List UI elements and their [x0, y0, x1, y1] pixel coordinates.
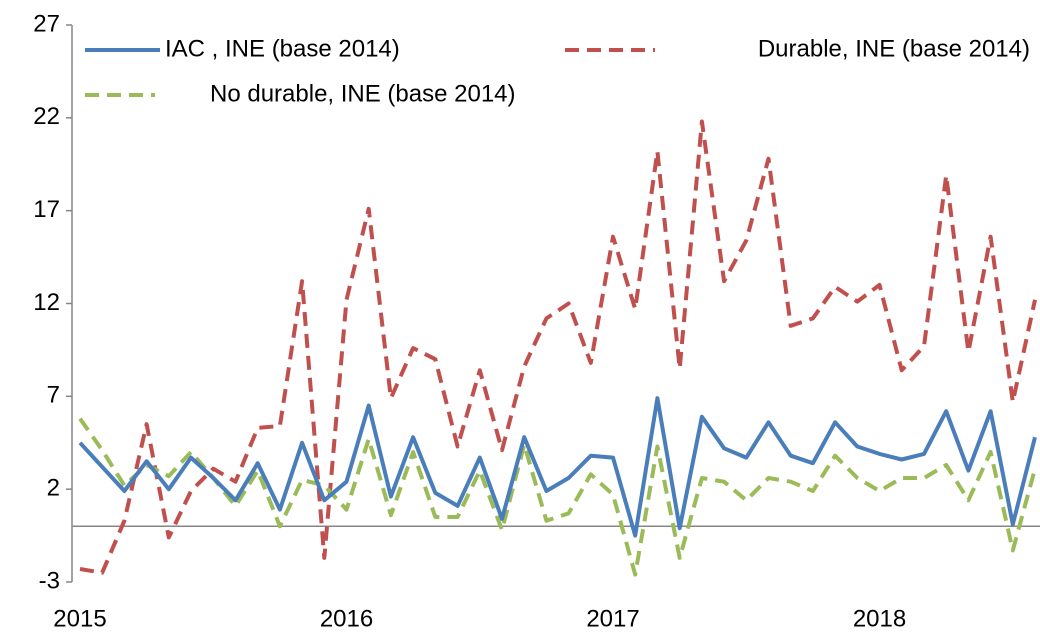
y-tick-label: -3	[39, 567, 60, 594]
legend-label: IAC , INE (base 2014)	[165, 35, 400, 62]
y-tick-label: 12	[33, 289, 60, 316]
y-tick-label: 2	[47, 475, 60, 502]
y-tick-label: 7	[47, 382, 60, 409]
x-tick-label: 2016	[320, 605, 373, 632]
x-tick-label: 2017	[586, 605, 639, 632]
legend-label: Durable, INE (base 2014)	[758, 35, 1030, 62]
series-line	[78, 396, 1037, 538]
series-line	[79, 119, 1037, 575]
y-tick-label: 17	[33, 196, 60, 223]
x-tick-label: 2018	[853, 605, 906, 632]
y-tick-label: 22	[33, 103, 60, 130]
legend-label: No durable, INE (base 2014)	[210, 80, 516, 107]
x-tick-label: 2015	[53, 605, 106, 632]
series-line	[78, 417, 1037, 577]
y-tick-label: 27	[33, 10, 60, 37]
